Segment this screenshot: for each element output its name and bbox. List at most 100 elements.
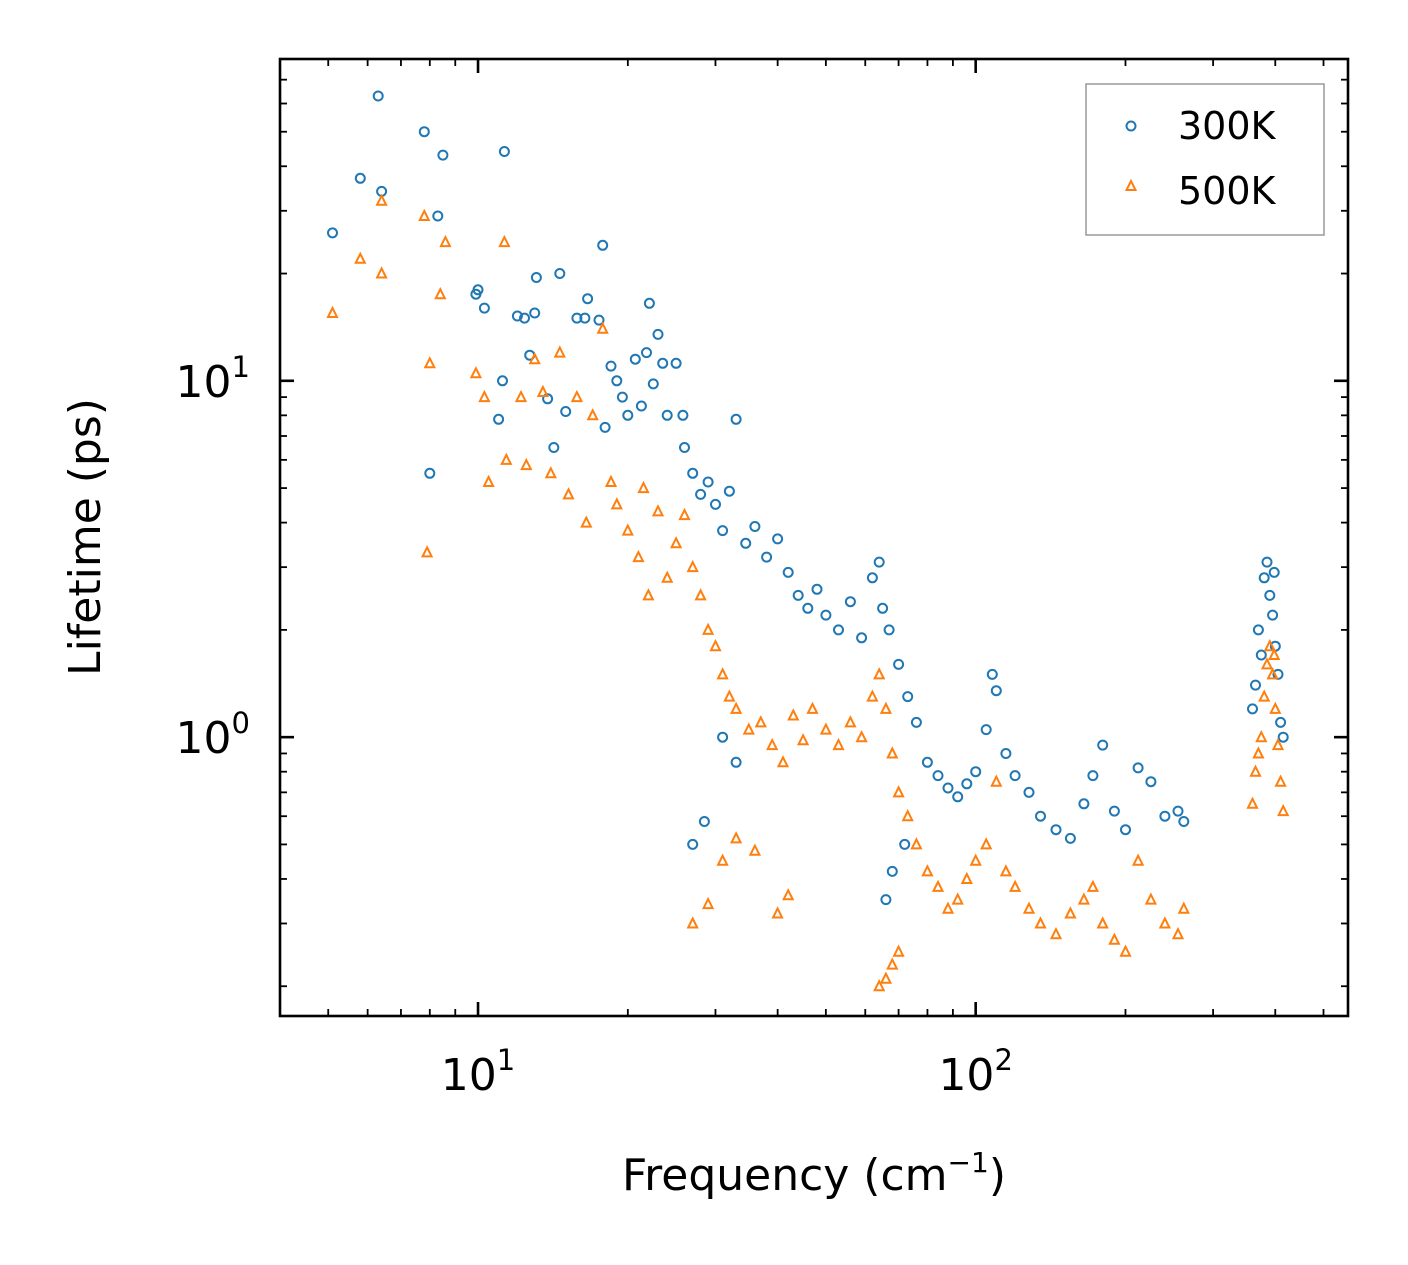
- point-300k: [1159, 810, 1171, 822]
- point-500k: [1268, 647, 1281, 660]
- point-300k: [548, 442, 560, 453]
- point-300k: [1035, 810, 1046, 822]
- point-500k: [1274, 774, 1287, 787]
- point-500k: [873, 667, 886, 680]
- point-500k: [709, 638, 722, 652]
- point-300k: [782, 566, 794, 578]
- point-500k: [478, 389, 491, 403]
- point-300k: [761, 551, 773, 563]
- point-500k: [701, 896, 715, 910]
- point-300k: [530, 272, 542, 283]
- point-300k: [519, 312, 530, 324]
- point-500k: [553, 345, 566, 358]
- x-tick-label: 101: [441, 1043, 515, 1101]
- point-300k: [554, 268, 566, 279]
- point-300k: [497, 375, 508, 387]
- point-500k: [776, 755, 790, 768]
- point-300k: [1097, 739, 1109, 751]
- point-300k: [622, 409, 634, 421]
- point-500k: [375, 266, 388, 279]
- point-500k: [1064, 906, 1077, 919]
- point-300k: [597, 239, 609, 251]
- point-500k: [999, 864, 1013, 877]
- point-300k: [629, 353, 641, 365]
- point-500k: [796, 733, 810, 746]
- point-300k: [641, 347, 652, 359]
- point-500k: [482, 474, 495, 487]
- point-500k: [661, 570, 674, 583]
- point-500k: [1077, 892, 1091, 905]
- legend-marker-300k: [1125, 120, 1137, 132]
- point-500k: [375, 193, 388, 206]
- point-300k: [749, 521, 761, 532]
- point-500k: [748, 843, 762, 856]
- point-500k: [1260, 657, 1274, 670]
- point-300k: [873, 556, 885, 568]
- point-300k: [702, 476, 714, 488]
- point-500k: [1022, 901, 1036, 914]
- point-500k: [570, 389, 584, 403]
- point-300k: [1000, 748, 1012, 759]
- series-300k: [327, 90, 1289, 906]
- point-500k: [901, 808, 914, 822]
- point-500k: [326, 305, 339, 318]
- point-300k: [1050, 824, 1062, 836]
- point-300k: [670, 357, 682, 369]
- point-300k: [811, 583, 823, 595]
- legend-marker-500k: [1124, 178, 1138, 191]
- point-300k: [1264, 589, 1276, 601]
- point-500k: [1255, 729, 1268, 743]
- point-300k: [493, 413, 505, 425]
- point-500k: [544, 466, 557, 479]
- point-500k: [754, 715, 767, 728]
- point-500k: [678, 507, 691, 521]
- point-300k: [647, 378, 659, 390]
- point-500k: [596, 321, 609, 334]
- point-500k: [586, 408, 599, 421]
- point-500k: [980, 837, 993, 850]
- point-500k: [439, 234, 452, 248]
- point-300k: [902, 691, 914, 703]
- point-300k: [599, 421, 611, 433]
- point-300k: [1009, 770, 1021, 782]
- point-500k: [951, 892, 964, 905]
- point-300k: [910, 716, 922, 728]
- point-300k: [866, 572, 878, 584]
- point-300k: [437, 149, 449, 161]
- point-300k: [730, 413, 742, 425]
- point-500k: [469, 366, 483, 379]
- point-500k: [729, 831, 743, 844]
- point-500k: [420, 545, 434, 558]
- point-500k: [580, 515, 593, 528]
- point-300k: [1132, 762, 1144, 774]
- point-300k: [1252, 624, 1264, 636]
- point-300k: [921, 756, 933, 768]
- y-tick-label: 101: [176, 350, 250, 408]
- point-300k: [723, 485, 735, 497]
- point-300k: [952, 791, 964, 803]
- point-500k: [1269, 701, 1282, 714]
- point-300k: [1275, 716, 1287, 728]
- point-500k: [742, 722, 755, 735]
- point-300k: [883, 624, 895, 636]
- point-300k: [1078, 798, 1090, 810]
- point-300k: [1267, 609, 1279, 621]
- point-300k: [529, 307, 541, 319]
- point-500k: [990, 774, 1003, 787]
- point-300k: [1087, 770, 1099, 782]
- point-500k: [879, 971, 893, 984]
- legend: 300K 500K: [1085, 83, 1325, 236]
- point-500k: [960, 871, 973, 884]
- point-500k: [931, 879, 945, 892]
- point-300k: [792, 589, 804, 601]
- point-500k: [892, 944, 905, 957]
- point-300k: [899, 838, 911, 850]
- point-500k: [1171, 926, 1185, 940]
- point-500k: [1177, 901, 1190, 914]
- point-300k: [880, 894, 892, 906]
- point-500k: [418, 208, 431, 221]
- point-500k: [642, 588, 655, 601]
- point-500k: [514, 389, 528, 403]
- point-500k: [716, 667, 729, 680]
